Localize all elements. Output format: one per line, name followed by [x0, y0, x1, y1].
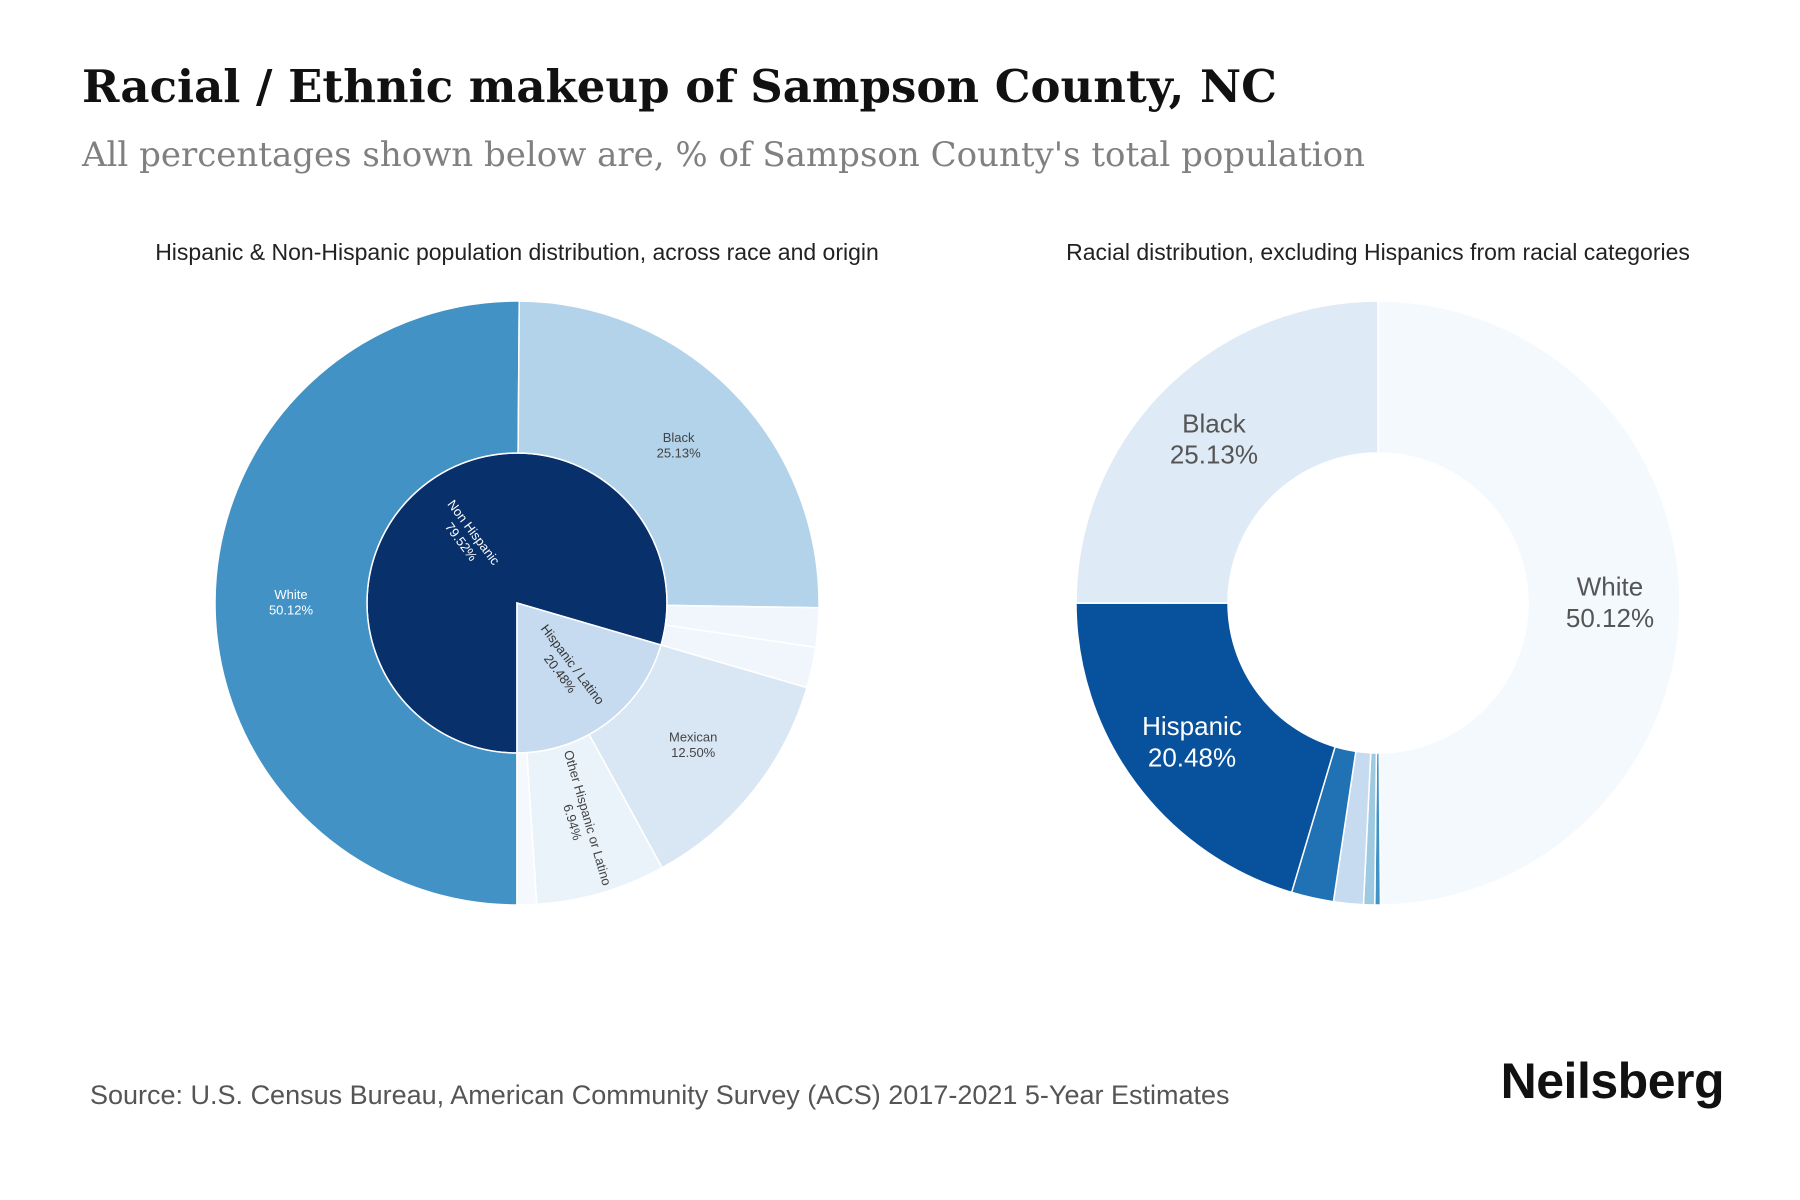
- brand-logo: Neilsberg: [1500, 1053, 1725, 1109]
- outer-slice-other-hispanic-or-latino: [525, 733, 664, 906]
- donut-label-black: Black 25.13%: [1170, 408, 1258, 469]
- donut-chart: White 50.12% Hispanic 20.48% Black 25.13%: [1075, 300, 1681, 906]
- donut-chart-title: Racial distribution, excluding Hispanics…: [1066, 239, 1690, 265]
- source-note: Source: U.S. Census Bureau, American Com…: [90, 1080, 1230, 1110]
- outer-slice-minor-3: [660, 624, 817, 689]
- donut-label-white: White 50.12%: [1566, 572, 1654, 633]
- donut-slice-white: [1377, 300, 1681, 906]
- sunburst-chart: Non Hispanic79.52%Hispanic / Latino20.48…: [214, 300, 820, 906]
- outer-slice-minor-6: [516, 751, 538, 906]
- donut-slice-minor-4: [1290, 745, 1357, 903]
- donut-slice-black: [1075, 300, 1379, 604]
- donut-label-hispanic: Hispanic 20.48%: [1142, 711, 1242, 772]
- donut-slice-hispanic: [1075, 602, 1337, 894]
- donut-slice-minor-3: [1332, 750, 1372, 906]
- outer-label-white: White 50.12%: [269, 587, 314, 618]
- page-title: Racial / Ethnic makeup of Sampson County…: [82, 60, 1277, 113]
- outer-slice-white: [214, 300, 521, 906]
- sunburst-chart-title: Hispanic & Non-Hispanic population distr…: [155, 239, 879, 265]
- outer-slice-mexican: [588, 644, 808, 869]
- outer-label-black: Black 25.13%: [657, 430, 702, 461]
- page-subtitle: All percentages shown below are, % of Sa…: [82, 135, 1366, 175]
- outer-slice-minor-2: [664, 604, 820, 649]
- outer-slice-black: [517, 300, 820, 609]
- outer-label-mexican: Mexican 12.50%: [669, 729, 717, 760]
